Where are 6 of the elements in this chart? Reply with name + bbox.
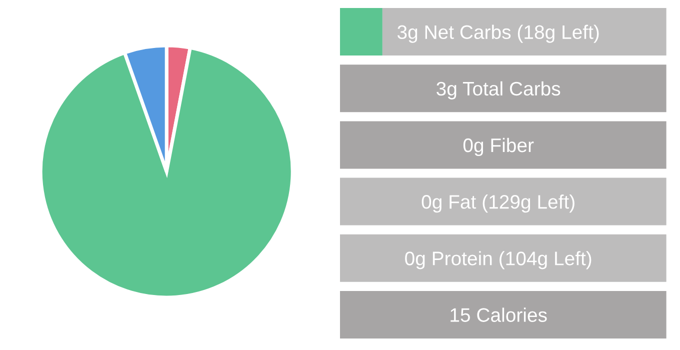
y-tick-label: 0g Fiber — [463, 138, 534, 156]
y-tick-label: 3g Total Carbs — [436, 81, 560, 100]
y-tick-label: 15 Calories — [450, 308, 547, 322]
y-tick-label: 0g Fat (129g Left) — [422, 194, 574, 213]
y-tick-label: 3g Net Carbs (18g Left) — [397, 24, 599, 43]
y-tick-label: 0g Protein (104g Left) — [405, 251, 592, 270]
